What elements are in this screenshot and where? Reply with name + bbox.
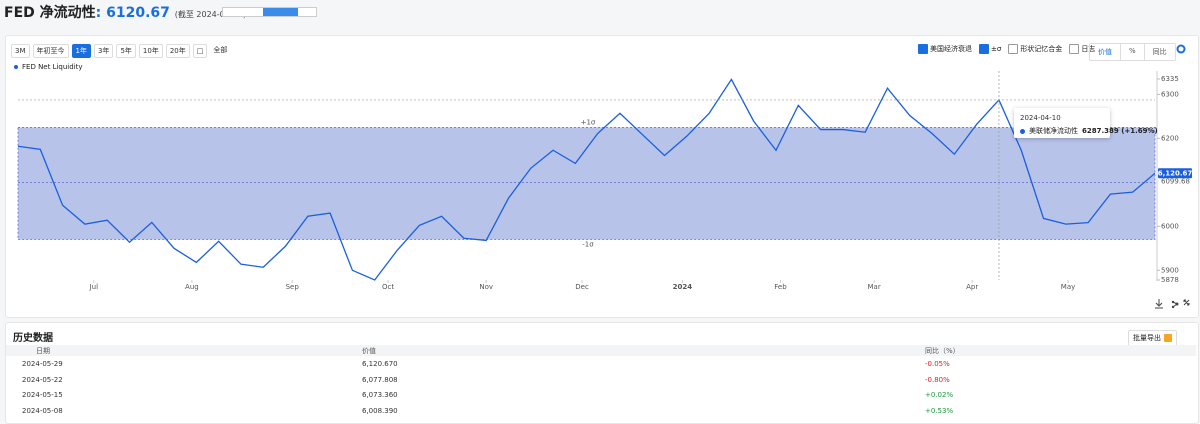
table-cell: 6,077.808 — [362, 375, 398, 384]
checkbox[interactable] — [918, 44, 928, 54]
share-icon[interactable] — [1171, 300, 1179, 309]
range-buttons: 3M 年初至今 1年 3年 5年 10年 20年 □ 全部 — [11, 44, 231, 58]
tooltip-value: 6287.389 (+1.69%) — [1082, 127, 1158, 135]
checkbox[interactable] — [1008, 44, 1019, 54]
x-tick-label: Mar — [867, 283, 880, 291]
toggle-label: ±σ — [991, 45, 1002, 53]
x-tick-label: Dec — [575, 283, 589, 291]
x-tick-label: Nov — [479, 283, 493, 291]
toggle-label: 日志 — [1081, 45, 1096, 53]
export-button[interactable]: 批量导出 — [1128, 330, 1177, 346]
column-header[interactable]: 价值 — [362, 347, 376, 355]
x-tick-label: May — [1061, 283, 1075, 291]
x-tick-label: Sep — [286, 283, 300, 291]
separator: : — [95, 5, 102, 21]
column-header[interactable]: 日期 — [36, 347, 50, 355]
sigma-band — [17, 126, 1156, 240]
toggle[interactable]: ±σ — [979, 44, 1001, 54]
tooltip-date: 2024-04-10 — [1020, 114, 1061, 122]
legend: FED Net Liquidity — [14, 63, 83, 71]
y-tick-label: 6000 — [1161, 222, 1179, 230]
range-button[interactable]: 20年 — [165, 44, 190, 58]
current-value: 6120.67 — [106, 5, 170, 21]
toggle[interactable]: 美国经济衰退 — [918, 44, 972, 54]
table-header — [6, 345, 1196, 356]
last-value-label: 6,120.67 — [1158, 169, 1193, 177]
x-tick-label: Oct — [382, 283, 394, 291]
toggle-label: 形状记忆合金 — [1020, 45, 1063, 53]
fullscreen-icon[interactable] — [1183, 299, 1190, 306]
chart: +1σ -1σ 5878 5900 6000 6200 6300 6335 Jul Aug Sep O… — [17, 71, 1193, 291]
chart-tools — [1155, 299, 1190, 309]
y-tick-label: 6335 — [1161, 75, 1179, 83]
y-tick-label: 6300 — [1161, 90, 1179, 98]
line — [17, 78, 1156, 281]
range-button[interactable]: 5年 — [116, 44, 136, 58]
range-button[interactable]: 3M — [11, 44, 30, 58]
mode-button[interactable]: 同比 — [1143, 44, 1175, 60]
export-label: 批量导出 — [1133, 334, 1161, 342]
x-tick-label: 2024 — [673, 283, 693, 291]
table-cell: 2024-05-08 — [22, 406, 63, 415]
table-cell: +0.02% — [925, 391, 954, 400]
page: FED 净流动性: 6120.67 (截至 2024-05-29) 3M 年初至今… — [4, 2, 1199, 424]
y-tick-label: 6200 — [1161, 134, 1179, 142]
table-cell: -0.80% — [925, 375, 950, 384]
toggle-label: 美国经济衰退 — [930, 45, 972, 53]
export-badge — [1164, 334, 1172, 342]
column-header[interactable]: 同比（%） — [925, 347, 960, 355]
range-button[interactable]: 年初至今 — [32, 44, 69, 58]
x-tick-label: Jul — [89, 283, 99, 291]
sigma-upper-label: +1σ — [581, 118, 596, 126]
mode-switch: 价值% 同比 — [1089, 43, 1176, 61]
tooltip-dot — [1020, 128, 1025, 134]
table-cell: 6,073.360 — [362, 391, 398, 400]
range-button[interactable]: 1年 — [71, 44, 91, 58]
checkbox[interactable] — [979, 44, 989, 54]
table-cell: 6,008.390 — [362, 406, 398, 415]
as-of: (截至 2024-05-29) — [174, 10, 247, 19]
x-tick-label: Apr — [966, 283, 978, 291]
toggles: 美国经济衰退 ±σ 形状记忆合金 日志 — [918, 44, 1095, 54]
settings-icon[interactable] — [1176, 44, 1186, 54]
table-cell: 2024-05-29 — [22, 360, 63, 368]
mode-button[interactable]: 价值 — [1098, 48, 1112, 56]
sigma-lower-label: -1σ — [582, 241, 594, 249]
mean-label: 6099.68 — [1161, 177, 1190, 185]
tooltip: 2024-04-10 美联储净流动性 6287.389 (+1.69%) — [1014, 108, 1158, 138]
last-value-badge — [1158, 168, 1192, 179]
slider-handle[interactable] — [263, 8, 298, 16]
table-cell: 6,120.670 — [362, 360, 398, 368]
x-tick-label: Aug — [185, 283, 199, 291]
range-slider[interactable] — [222, 7, 317, 17]
toggle[interactable]: 形状记忆合金 — [1008, 44, 1062, 54]
y-tick-label: 5900 — [1161, 266, 1179, 274]
x-tick-label: Feb — [774, 283, 787, 291]
mode-button[interactable]: % — [1120, 44, 1144, 60]
legend-dot — [14, 65, 18, 69]
table-cell: 2024-05-15 — [22, 391, 63, 400]
history-title: 历史数据 — [13, 333, 53, 344]
range-button[interactable]: 3年 — [93, 44, 114, 58]
table-cell: +0.53% — [925, 406, 954, 415]
legend-label[interactable]: FED Net Liquidity — [22, 63, 83, 71]
table-cell: -0.05% — [925, 360, 950, 368]
title: FED 净流动性 — [4, 5, 96, 21]
checkbox[interactable] — [1069, 44, 1080, 54]
range-button[interactable]: 10年 — [138, 44, 163, 58]
toggle[interactable]: 日志 — [1069, 44, 1095, 54]
table-cell: 2024-05-22 — [22, 375, 63, 384]
y-tick-label: 5878 — [1161, 276, 1179, 284]
header: FED 净流动性: 6120.67 (截至 2024-05-29) — [4, 2, 246, 22]
download-icon[interactable] — [1155, 299, 1163, 309]
calendar-button[interactable]: □ — [192, 44, 208, 58]
range-button[interactable]: 全部 — [210, 44, 231, 58]
tooltip-name: 美联储净流动性 — [1029, 127, 1078, 135]
history-card — [5, 322, 1199, 424]
